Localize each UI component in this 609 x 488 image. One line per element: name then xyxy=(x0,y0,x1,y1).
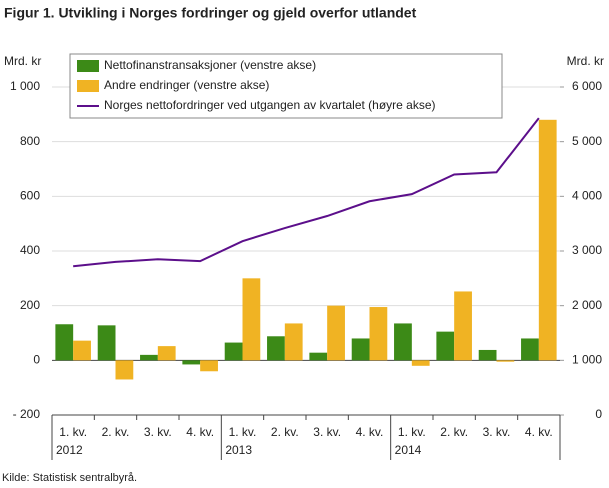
bar xyxy=(327,305,345,361)
legend-label: Andre endringer (venstre akse) xyxy=(104,78,269,92)
y-axis-label: Mrd. kr xyxy=(4,54,41,68)
bar xyxy=(454,291,472,361)
legend-box xyxy=(69,53,503,119)
bar xyxy=(538,119,557,361)
x-tick-label: 3. kv. xyxy=(483,425,511,439)
y-tick-label: 0 xyxy=(33,353,40,367)
bar xyxy=(242,278,261,361)
bar xyxy=(55,324,74,361)
bar xyxy=(115,360,134,380)
x-tick-label: 4. kv. xyxy=(186,425,214,439)
y-tick-label: 800 xyxy=(20,134,40,148)
bar xyxy=(394,323,412,361)
x-group-label: 2013 xyxy=(225,443,252,457)
bar xyxy=(224,342,243,361)
y-tick-label: 400 xyxy=(20,243,40,257)
bar xyxy=(478,349,497,361)
bar xyxy=(496,360,515,362)
y-tick-label: 1 000 xyxy=(10,79,40,93)
x-tick-label: 3. kv. xyxy=(144,425,172,439)
chart-title: Figur 1. Utvikling i Norges fordringer o… xyxy=(4,5,417,21)
bar xyxy=(267,336,285,361)
bar xyxy=(140,354,158,361)
bar xyxy=(351,338,370,361)
x-tick-label: 1. kv. xyxy=(398,425,426,439)
y2-tick-label: 6 000 xyxy=(572,79,602,93)
bar xyxy=(200,360,218,372)
x-tick-label: 4. kv. xyxy=(356,425,384,439)
legend-swatch xyxy=(77,80,99,92)
y2-tick-label: 4 000 xyxy=(572,189,602,203)
bar xyxy=(411,360,430,366)
y2-tick-label: 0 xyxy=(595,407,602,421)
x-tick-label: 1. kv. xyxy=(59,425,87,439)
legend-label: Norges nettofordringer ved utgangen av k… xyxy=(104,98,436,112)
bar xyxy=(73,340,91,361)
y2-tick-label: 5 000 xyxy=(572,134,602,148)
bar xyxy=(182,360,201,365)
x-tick-label: 2. kv. xyxy=(102,425,130,439)
bar xyxy=(97,325,116,361)
line xyxy=(73,117,540,268)
source: Kilde: Statistisk sentralbyrå. xyxy=(2,472,137,484)
x-tick-label: 4. kv. xyxy=(525,425,553,439)
x-group-label: 2014 xyxy=(395,443,422,457)
legend-swatch xyxy=(77,60,99,72)
y2-tick-label: 1 000 xyxy=(572,353,602,367)
bar xyxy=(369,307,388,361)
y2-axis-label: Mrd. kr xyxy=(567,54,604,68)
legend-label: Nettofinanstransaksjoner (venstre akse) xyxy=(104,58,316,72)
bar xyxy=(284,323,303,361)
y-tick-label: 600 xyxy=(20,189,40,203)
y-tick-label: 200 xyxy=(20,298,40,312)
bar xyxy=(157,346,176,361)
x-tick-label: 2. kv. xyxy=(440,425,468,439)
x-tick-label: 3. kv. xyxy=(313,425,341,439)
y2-tick-label: 3 000 xyxy=(572,243,602,257)
y2-tick-label: 2 000 xyxy=(572,298,602,312)
x-tick-label: 1. kv. xyxy=(229,425,257,439)
x-tick-label: 2. kv. xyxy=(271,425,299,439)
bar xyxy=(309,352,328,361)
bar xyxy=(521,338,539,361)
bar xyxy=(436,331,455,361)
y-tick-label: - 200 xyxy=(13,407,41,421)
x-group-label: 2012 xyxy=(56,443,83,457)
